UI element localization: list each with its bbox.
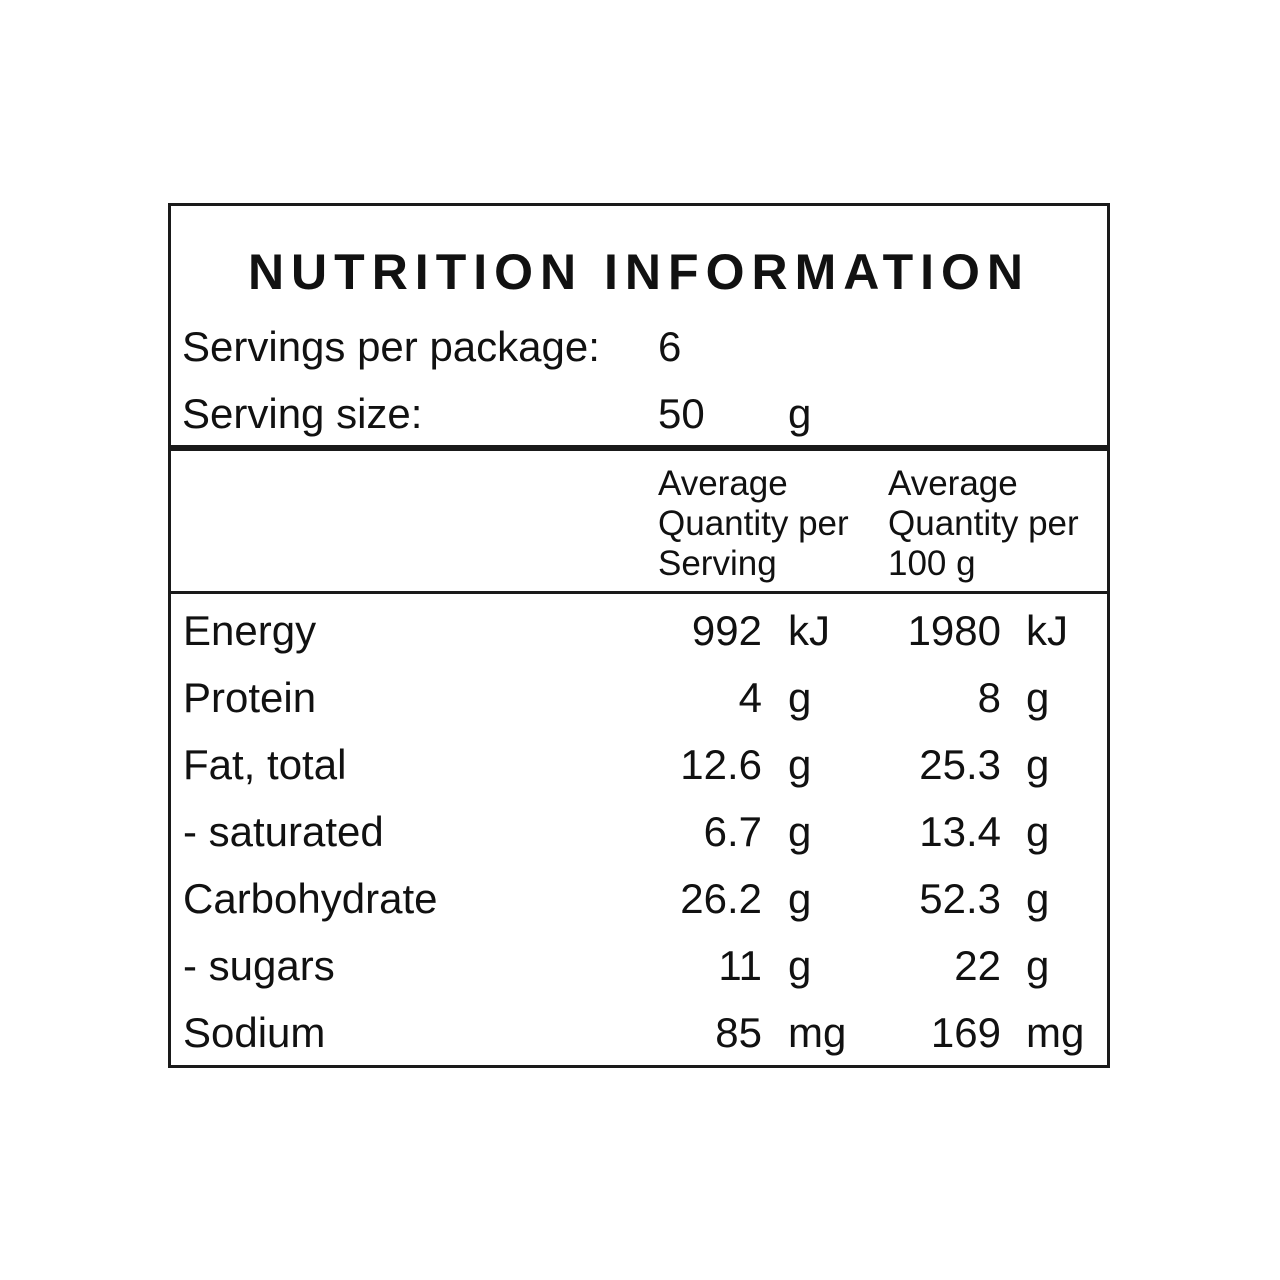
nutrient-name: - sugars: [183, 942, 335, 989]
nutrient-row-sodium: Sodium 85 mg 169 mg: [171, 1009, 1107, 1057]
nutrient-name: Fat, total: [183, 741, 347, 788]
serving-size-unit: g: [788, 390, 812, 437]
per-100g-unit: g: [1026, 875, 1050, 922]
per-serving-value: 26.2: [680, 875, 762, 922]
nutrient-row-protein: Protein 4 g 8 g: [171, 674, 1107, 722]
nutrient-row-fat-total: Fat, total 12.6 g 25.3 g: [171, 741, 1107, 789]
per-100g-value: 13.4: [919, 808, 1001, 855]
column-header-line: Quantity per: [888, 504, 1079, 543]
per-100g-unit: g: [1026, 674, 1050, 721]
header-divider: [171, 445, 1107, 451]
per-100g-value: 52.3: [919, 875, 1001, 922]
nutrient-row-energy: Energy 992 kJ 1980 kJ: [171, 607, 1107, 655]
per-serving-value: 12.6: [680, 741, 762, 788]
servings-per-package-label: Servings per package:: [182, 323, 600, 370]
nutrient-name: - saturated: [183, 808, 384, 855]
per-serving-unit: kJ: [788, 607, 830, 654]
per-serving-value: 4: [738, 674, 762, 721]
panel-title: NUTRITION INFORMATION: [247, 244, 1031, 300]
per-serving-unit: g: [788, 674, 812, 721]
column-header-line: Average: [888, 464, 1018, 503]
per-serving-value: 6.7: [703, 808, 762, 855]
nutrition-panel: NUTRITION INFORMATION Servings per packa…: [168, 203, 1110, 1068]
per-serving-value: 85: [715, 1009, 762, 1056]
nutrient-row-sugars: - sugars 11 g 22 g: [171, 942, 1107, 990]
per-100g-unit: g: [1026, 942, 1050, 989]
per-100g-value: 22: [954, 942, 1001, 989]
per-100g-value: 25.3: [919, 741, 1001, 788]
per-100g-unit: kJ: [1026, 607, 1068, 654]
servings-per-package-value: 6: [658, 323, 682, 370]
per-serving-unit: g: [788, 741, 812, 788]
columns-divider: [171, 591, 1107, 594]
per-serving-unit: g: [788, 875, 812, 922]
column-header-line: 100 g: [888, 544, 976, 583]
per-serving-value: 992: [691, 607, 762, 654]
per-100g-unit: g: [1026, 808, 1050, 855]
column-header-line: Serving: [658, 544, 777, 583]
serving-size-label: Serving size:: [182, 390, 423, 437]
per-100g-value: 1980: [907, 607, 1001, 654]
per-100g-unit: mg: [1026, 1009, 1085, 1056]
per-serving-unit: g: [788, 942, 812, 989]
nutrient-row-carbohydrate: Carbohydrate 26.2 g 52.3 g: [171, 875, 1107, 923]
nutrient-name: Energy: [183, 607, 317, 654]
per-100g-value: 8: [977, 674, 1001, 721]
per-serving-unit: g: [788, 808, 812, 855]
nutrient-name: Protein: [183, 674, 317, 721]
nutrient-name: Sodium: [183, 1009, 326, 1056]
per-serving-value: 11: [718, 942, 762, 989]
column-header-line: Quantity per: [658, 504, 849, 543]
nutrient-row-saturated: - saturated 6.7 g 13.4 g: [171, 808, 1107, 856]
per-serving-unit: mg: [788, 1009, 847, 1056]
column-header-line: Average: [658, 464, 788, 503]
nutrient-name: Carbohydrate: [183, 875, 438, 922]
per-100g-unit: g: [1026, 741, 1050, 788]
per-100g-value: 169: [930, 1009, 1001, 1056]
serving-size-value: 50: [658, 390, 705, 437]
